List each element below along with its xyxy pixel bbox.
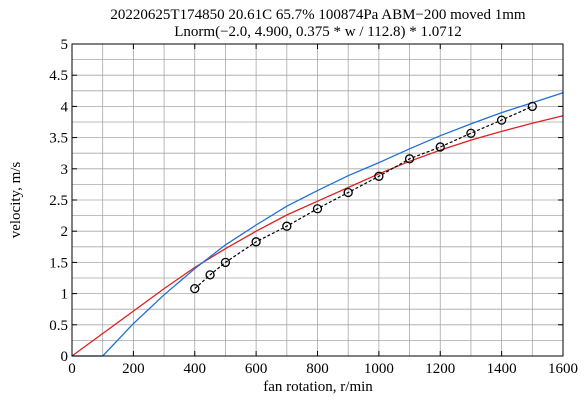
measured-point — [312, 204, 323, 214]
y-tick-label: 4.5 — [49, 68, 68, 84]
x-tick-label: 800 — [306, 361, 329, 377]
red-fit-line — [71, 115, 564, 357]
x-tick-label: 1600 — [548, 361, 578, 377]
measured-point — [205, 270, 215, 280]
y-tick-label: 1.5 — [49, 255, 68, 271]
measured-point — [251, 237, 261, 247]
measured-point — [190, 283, 200, 294]
measured-point — [282, 221, 292, 231]
measured-point — [404, 154, 415, 164]
y-tick-label: 0.5 — [49, 318, 68, 334]
x-axis-label: fan rotation, r/min — [263, 379, 373, 395]
measured-point — [496, 115, 507, 125]
measured-dashed-line — [194, 105, 533, 290]
y-tick-label: 2.5 — [49, 193, 68, 209]
y-tick-label: 3.5 — [49, 131, 68, 147]
measured-point — [374, 171, 384, 181]
y-tick-label: 5 — [61, 37, 69, 53]
measured-point — [466, 128, 476, 138]
y-tick-label: 0 — [61, 349, 69, 365]
x-tick-label: 600 — [245, 361, 268, 377]
axis-ticks: 0 200 400 600 800 1000 1200 1400 1600 0 0.5 1 1.5 2 2.… — [49, 37, 578, 377]
y-tick-label: 4 — [61, 99, 69, 115]
chart-subtitle: Lnorm(−2.0, 4.900, 0.375 * w / 112.8) * … — [174, 24, 461, 40]
x-tick-label: 1200 — [425, 361, 455, 377]
measured-point — [343, 187, 353, 198]
measured-point — [435, 142, 445, 152]
measured-point — [527, 101, 537, 112]
x-tick-label: 200 — [122, 361, 145, 377]
measured-point — [220, 257, 231, 268]
y-tick-label: 1 — [61, 287, 69, 303]
x-tick-label: 1000 — [364, 361, 394, 377]
x-tick-label: 400 — [184, 361, 207, 377]
y-tick-label: 3 — [61, 162, 69, 178]
y-axis-label: velocity, m/s — [8, 162, 24, 239]
plot-series — [71, 92, 564, 357]
x-tick-label: 1400 — [487, 361, 517, 377]
y-tick-label: 2 — [61, 224, 69, 240]
x-tick-label: 0 — [68, 361, 76, 377]
chart-title: 20220625T174850 20.61C 65.7% 100874Pa AB… — [110, 7, 525, 23]
blue-fit-line — [72, 92, 564, 357]
grid — [72, 44, 563, 356]
